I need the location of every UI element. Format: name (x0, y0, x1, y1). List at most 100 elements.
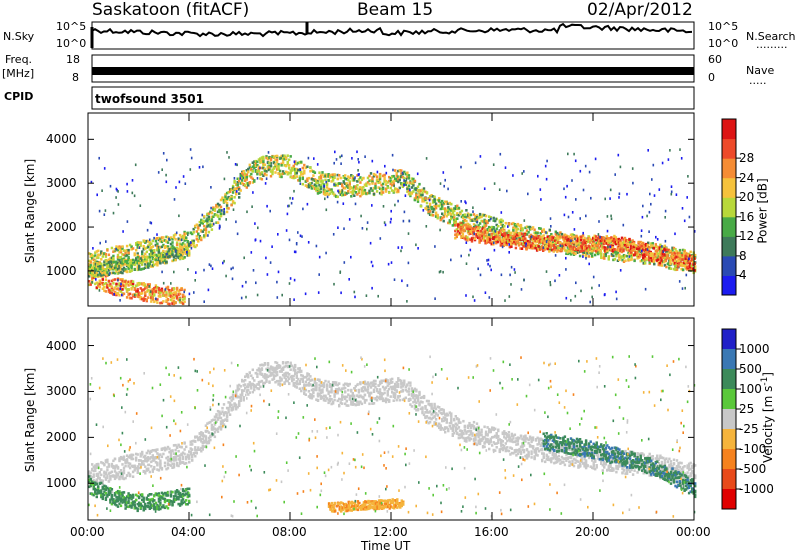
range-gate-cell (92, 247, 94, 250)
range-gate-cell (504, 243, 507, 246)
range-gate-cell (599, 249, 602, 253)
range-gate-cell (151, 250, 154, 253)
range-gate-cell (619, 245, 622, 249)
range-gate-cell (222, 212, 226, 216)
range-gate-cell (618, 254, 621, 257)
range-gate-cell (566, 242, 569, 245)
range-gate-cell (333, 161, 335, 165)
range-gate-cell (418, 182, 421, 186)
range-gate-cell (162, 249, 165, 253)
range-gate-cell (172, 300, 176, 303)
range-gate-cell (551, 241, 554, 244)
range-gate-cell (195, 235, 198, 238)
range-gate-cell (513, 224, 517, 227)
range-gate-cell (513, 231, 516, 235)
range-gate-cell (175, 250, 179, 254)
range-gate-cell (386, 186, 389, 189)
range-gate-cell (103, 286, 106, 289)
range-gate-cell (463, 236, 466, 240)
range-gate-cell (125, 263, 129, 266)
range-gate-cell (197, 228, 200, 231)
range-gate-cell (154, 239, 158, 243)
range-gate-cell (378, 191, 382, 195)
range-gate-cell (178, 288, 182, 292)
range-gate-cell (219, 225, 221, 228)
range-gate-cell (148, 283, 151, 286)
range-gate-cell (97, 256, 100, 260)
range-gate-cell (476, 230, 480, 233)
range-gate-cell (103, 463, 106, 467)
range-gate-cell (495, 231, 498, 235)
range-gate-cell (89, 471, 92, 475)
range-gate-cell (121, 262, 124, 265)
range-gate-cell (648, 255, 651, 259)
range-gate-cell (119, 267, 123, 270)
range-gate-cell (136, 252, 139, 255)
cpid-panel-frame (91, 86, 695, 110)
range-gate-cell (177, 443, 180, 447)
range-gate-cell (124, 269, 127, 273)
range-gate-cell (209, 223, 212, 226)
range-gate-cell (327, 193, 330, 196)
range-gate-cell (138, 257, 141, 260)
range-gate-cell (645, 248, 648, 251)
range-gate-cell (610, 246, 613, 250)
range-gate-cell (327, 175, 330, 178)
range-gate-cell (430, 206, 433, 209)
range-gate-cell (144, 252, 147, 256)
range-gate-cell (148, 238, 151, 242)
range-gate-cell (109, 260, 112, 263)
range-gate-cell (471, 219, 474, 222)
range-gate-cell (150, 242, 153, 245)
range-gate-cell (327, 173, 330, 176)
range-gate-cell (499, 244, 502, 247)
range-gate-cell (295, 168, 298, 171)
range-gate-cell (133, 293, 136, 297)
range-gate-cell (313, 187, 317, 191)
range-gate-cell (389, 186, 392, 190)
range-gate-cell (545, 246, 548, 250)
range-gate-cell (690, 268, 693, 272)
range-gate-cell (478, 241, 481, 244)
range-gate-cell (109, 263, 112, 267)
range-gate-cell (543, 248, 546, 251)
range-gate-cell (542, 237, 545, 241)
range-gate-cell (328, 174, 332, 177)
range-gate-cell (147, 289, 150, 292)
range-gate-cell (304, 180, 307, 183)
range-gate-cell (228, 190, 232, 193)
range-gate-cell (604, 242, 607, 245)
range-gate-cell (236, 181, 239, 184)
range-gate-cell (369, 241, 372, 245)
range-gate-cell (124, 268, 127, 271)
range-gate-cell (119, 261, 123, 264)
range-gate-cell (180, 243, 183, 247)
range-gate-cell (502, 237, 505, 240)
range-gate-cell (692, 260, 695, 264)
range-gate-cell (605, 236, 608, 240)
range-gate-cell (543, 245, 546, 249)
range-gate-cell (122, 458, 126, 461)
range-gate-cell (104, 478, 108, 481)
range-gate-cell (200, 238, 203, 242)
range-gate-cell (589, 245, 592, 249)
range-gate-cell (557, 244, 560, 248)
range-gate-cell (664, 259, 668, 262)
range-gate-cell (130, 296, 133, 300)
range-gate-cell (595, 238, 598, 242)
range-gate-cell (181, 295, 185, 298)
range-gate-cell (163, 289, 167, 293)
range-gate-cell (690, 258, 693, 262)
range-gate-cell (406, 181, 409, 185)
range-gate-cell (379, 237, 382, 240)
range-gate-cell (106, 474, 109, 477)
range-gate-cell (409, 194, 412, 198)
range-gate-cell (642, 248, 645, 251)
range-gate-cell (542, 246, 545, 249)
range-gate-cell (118, 294, 121, 297)
range-gate-cell (456, 207, 459, 211)
range-gate-cell (115, 475, 118, 478)
range-gate-cell (581, 243, 584, 247)
range-gate-cell (142, 460, 145, 463)
range-gate-cell (607, 243, 610, 247)
